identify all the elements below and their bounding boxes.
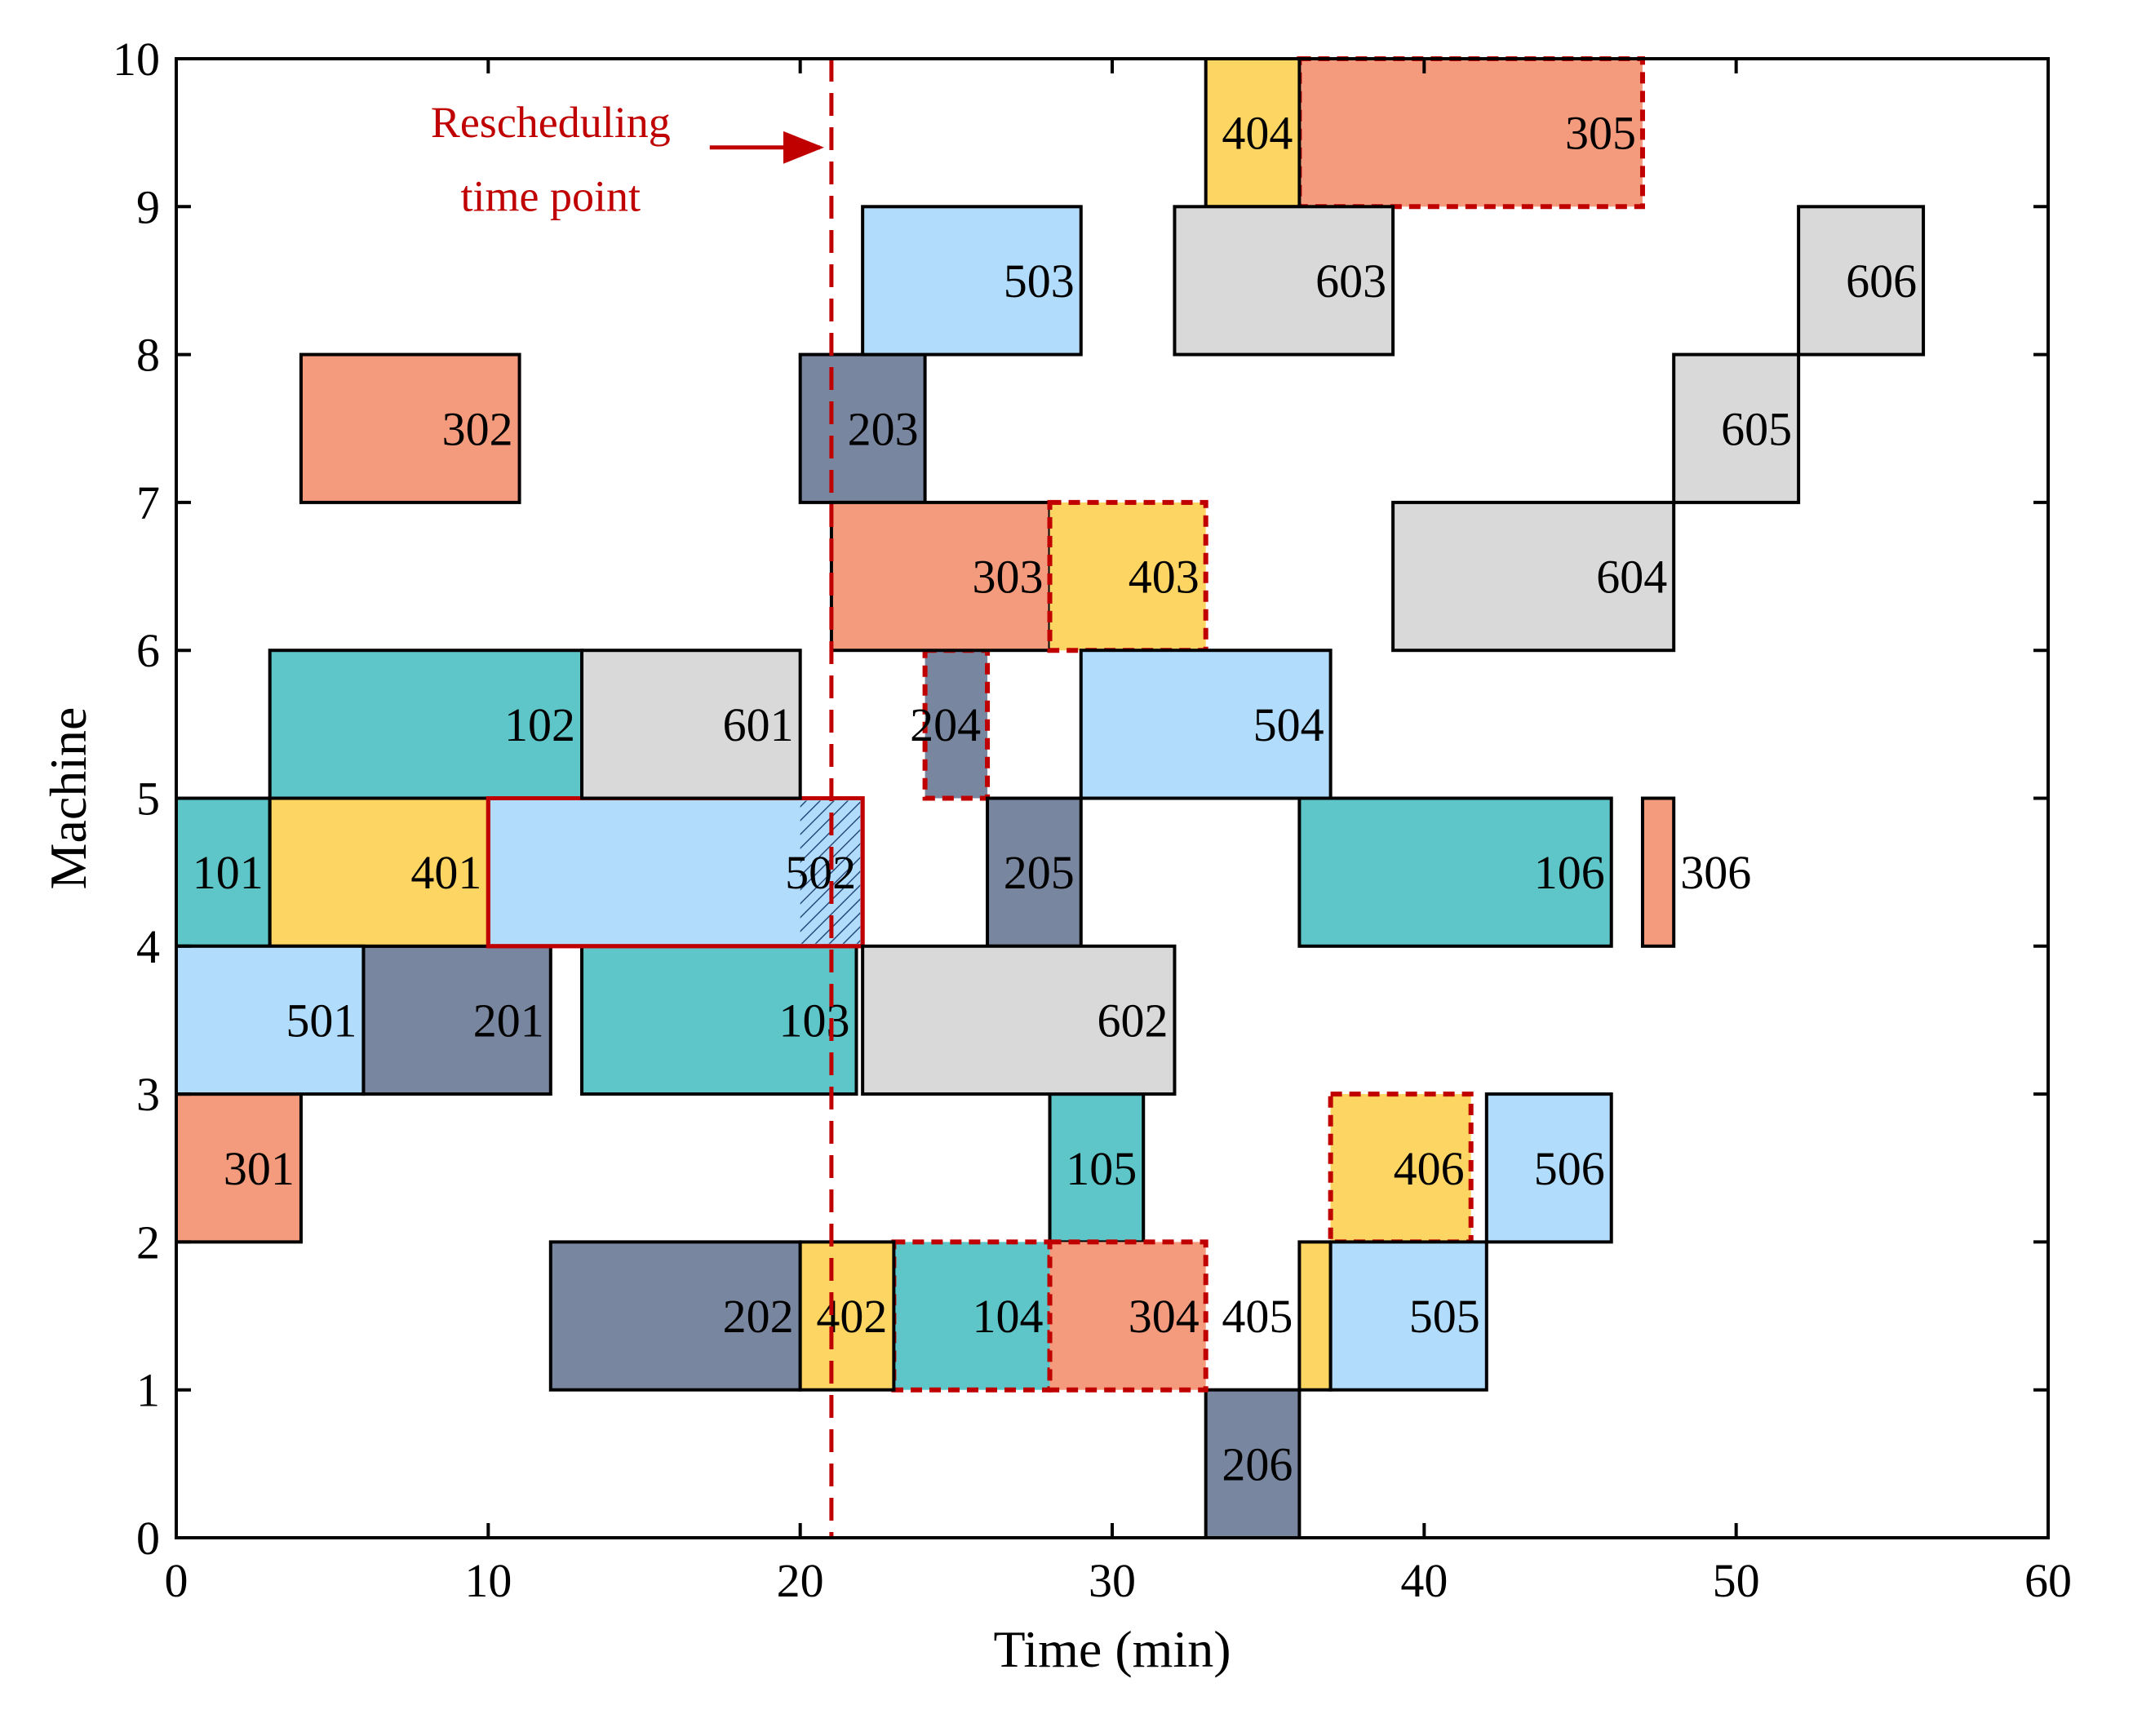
operation-label-402: 402	[816, 1290, 887, 1343]
operation-label-306: 306	[1680, 846, 1751, 899]
operation-label-101: 101	[193, 846, 264, 899]
y-tick-label-8: 8	[136, 329, 160, 382]
y-tick-label-4: 4	[136, 920, 160, 973]
operation-bar-406	[1328, 1092, 1474, 1245]
operation-label-404: 404	[1222, 107, 1293, 160]
operation-label-105: 105	[1066, 1142, 1137, 1195]
operation-label-205: 205	[1004, 846, 1075, 899]
operation-label-106: 106	[1534, 846, 1605, 899]
operation-label-102: 102	[504, 698, 575, 751]
operation-bar-403	[1047, 499, 1208, 653]
operation-bar-605	[1672, 352, 1801, 504]
operation-label-206: 206	[1222, 1437, 1293, 1490]
operation-label-603: 603	[1315, 255, 1386, 308]
operation-label-103: 103	[778, 994, 849, 1047]
operation-bar-504	[1079, 649, 1333, 800]
operation-label-202: 202	[723, 1290, 794, 1343]
operation-bar-405	[1297, 1240, 1333, 1392]
x-tick-label-50: 50	[1713, 1554, 1760, 1607]
operation-label-401: 401	[410, 846, 481, 899]
operation-bar-505	[1328, 1240, 1488, 1392]
operation-bar-503	[861, 205, 1083, 356]
operation-bar-402	[798, 1240, 896, 1392]
x-tick-label-20: 20	[777, 1554, 824, 1607]
rescheduling-label-line1: Rescheduling	[431, 98, 671, 147]
operation-label-604: 604	[1596, 551, 1667, 604]
y-tick-label-10: 10	[113, 33, 160, 86]
operation-label-305: 305	[1565, 107, 1636, 160]
operation-label-301: 301	[224, 1142, 295, 1195]
operation-label-502: 502	[785, 846, 856, 899]
operation-bar-604	[1391, 500, 1676, 653]
operation-bar-102	[268, 649, 584, 800]
operation-label-303: 303	[973, 551, 1044, 604]
operation-label-201: 201	[473, 994, 544, 1047]
operation-label-403: 403	[1129, 551, 1200, 604]
y-tick-label-5: 5	[136, 773, 160, 826]
operation-bar-206	[1204, 1388, 1302, 1539]
y-tick-label-1: 1	[136, 1364, 160, 1417]
operation-label-506: 506	[1534, 1142, 1605, 1195]
operation-bar-201	[361, 944, 552, 1096]
operation-bar-501	[175, 944, 366, 1096]
y-tick-label-3: 3	[136, 1068, 160, 1121]
x-tick-label-10: 10	[464, 1554, 512, 1607]
x-tick-label-60: 60	[2024, 1554, 2072, 1607]
operation-bar-204	[922, 648, 991, 801]
operation-bar-302	[299, 352, 521, 504]
operation-bar-202	[548, 1240, 802, 1392]
operation-bar-606	[1797, 205, 1926, 356]
operation-bar-106	[1297, 796, 1613, 948]
y-tick-label-2: 2	[136, 1216, 160, 1269]
y-tick-label-0: 0	[136, 1512, 160, 1565]
operation-label-406: 406	[1394, 1142, 1465, 1195]
operation-label-504: 504	[1253, 698, 1324, 751]
operation-label-104: 104	[973, 1290, 1044, 1343]
x-axis-title: Time (min)	[994, 1620, 1231, 1678]
operation-label-602: 602	[1097, 994, 1168, 1047]
operation-bar-401	[268, 796, 490, 948]
axes: 0 10 20 30 40 50 60 0 1 2 3 4 5 6 7 8 9 10	[113, 33, 2072, 1607]
y-tick-label-7: 7	[136, 476, 160, 529]
operation-bar-506	[1484, 1092, 1613, 1244]
operation-bar-304	[1047, 1239, 1208, 1393]
operation-label-203: 203	[848, 402, 919, 455]
operation-bar-301	[175, 1092, 303, 1244]
y-tick-label-6: 6	[136, 624, 160, 677]
operation-bars: 101 102 103 104 105 106 201 202 203 204 205 206 301 3…	[175, 56, 1926, 1539]
operation-label-505: 505	[1409, 1290, 1480, 1343]
x-tick-label-40: 40	[1400, 1554, 1448, 1607]
operation-label-606: 606	[1846, 255, 1917, 308]
operation-label-302: 302	[442, 402, 513, 455]
operation-bar-602	[861, 944, 1177, 1096]
rescheduling-label-line2: time point	[461, 172, 641, 221]
rescheduling-annotation: Rescheduling time point	[431, 98, 824, 221]
operation-label-501: 501	[286, 994, 357, 1047]
x-tick-label-0: 0	[165, 1554, 188, 1607]
operation-bar-601	[580, 649, 802, 800]
y-axis-title: Machine	[39, 707, 97, 890]
operation-label-601: 601	[723, 698, 794, 751]
operation-bar-306	[1640, 796, 1676, 948]
x-tick-label-30: 30	[1089, 1554, 1136, 1607]
operation-label-605: 605	[1721, 402, 1792, 455]
operation-bar-603	[1173, 205, 1395, 356]
operation-label-304: 304	[1129, 1290, 1200, 1343]
operation-label-503: 503	[1004, 255, 1075, 308]
operation-label-204: 204	[910, 698, 981, 751]
y-tick-label-9: 9	[136, 180, 160, 233]
operation-label-405: 405	[1222, 1290, 1293, 1343]
operation-bar-303	[829, 500, 1052, 653]
